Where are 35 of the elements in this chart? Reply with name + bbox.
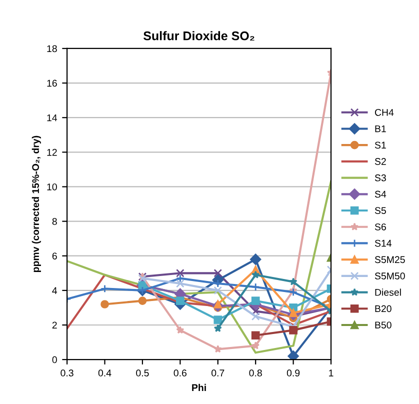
y-tick-label: 10 — [47, 183, 57, 190]
chart-title: Sulfur Dioxide SO₂ — [143, 31, 254, 41]
legend-label: CH4 — [374, 108, 394, 116]
x-axis-title: Phi — [192, 384, 206, 391]
legend-label: S5M25 — [374, 256, 405, 264]
x-tick-label: 0.3 — [60, 370, 74, 376]
legend-label: Diesel — [375, 288, 401, 296]
legend-label: B1 — [375, 125, 386, 132]
y-tick-label: 4 — [52, 287, 58, 294]
legend-label: B50 — [375, 322, 392, 328]
x-tick-label: 0.6 — [174, 370, 186, 376]
legend-label: S14 — [374, 240, 392, 247]
legend-label: S5 — [374, 207, 386, 214]
y-tick-label: 0 — [52, 356, 57, 364]
x-tick-label: 0.4 — [98, 370, 112, 376]
x-tick-label: 0.8 — [249, 370, 262, 376]
legend-label: S4 — [374, 190, 386, 198]
y-tick-label: 6 — [52, 252, 57, 260]
legend-label: S6 — [374, 223, 386, 230]
y-tick-label: 12 — [47, 148, 57, 156]
x-tick-label: 1 — [329, 370, 334, 376]
y-tick-label: 18 — [47, 45, 57, 52]
legend-label: S1 — [374, 142, 386, 149]
y-tick-label: 8 — [52, 218, 57, 225]
y-tick-label: 16 — [47, 80, 57, 87]
y-axis-title: ppmv (corrected 15%-O₂, dry) — [32, 136, 41, 272]
legend-label: S3 — [374, 174, 386, 182]
x-tick-label: 0.5 — [136, 370, 149, 376]
y-tick-label: 14 — [47, 114, 58, 122]
x-tick-label: 0.7 — [212, 370, 224, 376]
x-tick-label: 0.9 — [286, 370, 300, 376]
y-tick-label: 2 — [52, 322, 57, 329]
legend-label: S2 — [374, 158, 386, 165]
legend-label: B20 — [375, 305, 392, 312]
legend-label: S5M50 — [374, 272, 405, 280]
